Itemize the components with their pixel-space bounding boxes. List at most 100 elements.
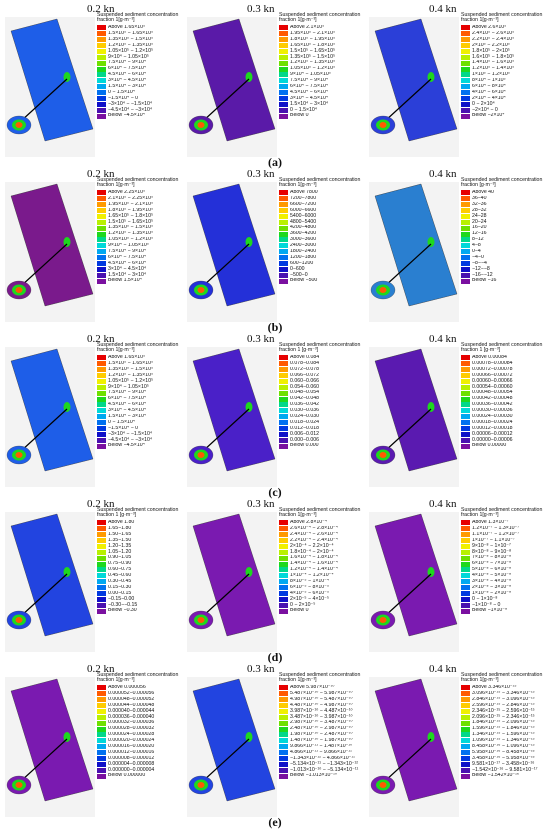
domain-polygon	[10, 183, 94, 307]
domain-polygon	[10, 18, 94, 142]
legend-item-label: Below 0.000000	[108, 773, 146, 779]
legend-swatch	[97, 43, 106, 49]
legend-item: Below −500	[279, 278, 365, 284]
plume-marker	[63, 402, 71, 412]
legend-items: Above 1.65×10⁵ 1.5×10⁵ − 1.65×10⁵ 1.35×10⁵…	[97, 25, 183, 119]
legend-swatch	[279, 437, 288, 443]
legend-item-label: 32−36	[472, 201, 487, 207]
plume-marker	[427, 567, 435, 577]
legend-item-label: Above 7800	[290, 189, 318, 196]
zoom-connector	[20, 78, 68, 122]
legend-item: 1.05×10⁵ − 1.2×10⁵	[97, 237, 183, 243]
legend-item: 6×10⁴ − 8×10⁴	[461, 84, 547, 90]
legend-item-label: 1.2×10⁻⁷ − 1.3×10⁻⁷	[472, 525, 520, 532]
legend-item: 0.00012−0.00018	[461, 426, 547, 432]
concentration-map	[5, 512, 95, 652]
legend-swatch	[97, 225, 106, 231]
figure-row: 0.2 kn Suspended sediment concentration f…	[0, 498, 550, 666]
legend-swatch	[279, 773, 288, 779]
legend-item: 1.5×10⁵ − 1.65×10⁵	[279, 48, 365, 54]
panel: 0.4 kn Suspended sediment concentration f…	[369, 663, 549, 818]
legend-swatch	[97, 243, 106, 249]
legend-swatch	[97, 426, 106, 432]
legend-swatch	[461, 596, 470, 602]
legend-item: 1800−2400	[279, 249, 365, 255]
legend-item-label: 2.487×10⁻¹⁰ − 2.987×10⁻¹⁰	[290, 726, 353, 732]
legend-item: 1.35×10⁵ − 1.5×10⁵	[279, 54, 365, 60]
panel: 0.3 kn Suspended sediment concentration f…	[187, 3, 367, 158]
legend-item-label: 1×10⁻⁷ − 1.1×10⁻⁷	[472, 537, 515, 543]
legend: Suspended sediment concentration fractio…	[461, 672, 547, 779]
legend-item: 0.00078−0.00084	[461, 361, 547, 367]
panel: 0.2 kn Suspended sediment concentration f…	[5, 333, 185, 488]
legend-item: 0.042−0.048	[279, 396, 365, 402]
legend-item-label: 1200−1800	[290, 254, 317, 260]
concentration-map	[369, 347, 459, 487]
legend-title: Suspended sediment concentration fractio…	[279, 507, 361, 519]
legend-item-label: 0.00012−0.00018	[472, 425, 513, 431]
legend-item: 6×10⁴ − 7.5×10⁴	[97, 396, 183, 402]
legend-items: Above 1.80 1.65−1.80 1.50−1.65 1.35−1.50 1.2…	[97, 520, 183, 614]
legend-swatch	[461, 543, 470, 549]
legend-swatch	[279, 237, 288, 243]
legend-item-label: −1.542×10⁻¹⁶ − 9.581×10⁻¹⁷	[472, 767, 538, 773]
legend-item-label: Below 0.000	[290, 443, 319, 449]
legend-item-label: 0.30−0.45	[108, 578, 132, 585]
legend-swatch	[97, 249, 106, 255]
legend-item: 2.2×10⁵ − 2.4×10⁵	[461, 37, 547, 43]
legend-swatch	[97, 196, 106, 202]
legend-item-label: 1.8×10⁵ − 2×10⁵	[472, 48, 510, 54]
legend-swatch	[279, 756, 288, 762]
legend-item-label: 0−600	[290, 266, 305, 272]
legend-item: 2.846×10⁻¹⁵ − 3.096×10⁻¹⁵	[461, 697, 547, 703]
legend-item: Below −2×10⁴	[461, 113, 547, 119]
legend-swatch	[279, 96, 288, 102]
inset-plume-core	[15, 617, 23, 623]
legend-swatch	[461, 378, 470, 384]
legend-item: 1.8×10⁻⁴ − 2×10⁻⁴	[279, 549, 365, 555]
legend-item-label: 7×10⁻⁸ − 8×10⁻⁸	[472, 555, 512, 561]
legend-item: 3×10⁴ − 4.5×10⁴	[279, 96, 365, 102]
legend-swatch	[279, 101, 288, 107]
legend-item-label: Above 0.084	[290, 354, 320, 361]
legend-swatch	[461, 756, 470, 762]
legend-item-label: 1.05×10⁵ − 1.2×10⁵	[108, 48, 154, 54]
legend-item-label: 5.487×10⁻¹⁰ − 5.987×10⁻¹⁰	[290, 690, 353, 697]
legend-swatch	[461, 602, 470, 608]
legend-item: Below 0	[279, 113, 365, 119]
legend-swatch	[461, 90, 470, 96]
legend-swatch	[279, 532, 288, 538]
legend-item-label: Below −2×10⁴	[472, 113, 505, 119]
zoom-connector	[20, 573, 68, 617]
legend-swatch	[461, 402, 470, 408]
legend-item: 0.00066−0.00072	[461, 373, 547, 379]
legend-item-label: 0 − 1.5×10⁴	[108, 89, 136, 95]
legend-swatch	[279, 261, 288, 267]
legend: Suspended sediment concentration fractio…	[461, 12, 547, 119]
legend-item-label: 5×10⁻⁸ − 6×10⁻⁸	[472, 567, 512, 573]
legend-swatch	[461, 703, 470, 709]
legend-item-label: 1.35×10⁵ − 1.5×10⁵	[108, 366, 154, 372]
legend-swatch	[279, 561, 288, 567]
legend-swatch	[97, 48, 106, 54]
legend-swatch	[461, 249, 470, 255]
legend-item: 1.1×10⁻⁷ − 1.2×10⁻⁷	[461, 532, 547, 538]
legend-item-label: 0.000048−0.000052	[108, 696, 155, 702]
concentration-map	[369, 512, 459, 652]
legend-item: 0 − 2×10⁻⁵	[279, 602, 365, 608]
row-label: (e)	[268, 815, 282, 829]
legend-item: −3×10⁴ − −1.5×10⁴	[97, 101, 183, 107]
legend-item-label: 9.866×10⁻¹¹ − 1.487×10⁻¹⁰	[290, 743, 353, 750]
legend-item-label: −0.15−0.00	[108, 596, 135, 602]
legend-swatch	[97, 107, 106, 113]
concentration-map	[187, 347, 277, 487]
inset-plume-core	[197, 287, 205, 293]
legend-swatch	[97, 608, 106, 614]
legend-item-label: 0.45−0.60	[108, 572, 132, 579]
legend-swatch	[97, 420, 106, 426]
legend: Suspended sediment concentration fractio…	[97, 12, 183, 119]
legend-item: 4.5×10⁴ − 6×10⁴	[97, 72, 183, 78]
legend-item-label: 0.060−0.066	[290, 378, 319, 384]
legend-item-label: Above 1.3×10⁻⁷	[472, 519, 509, 526]
domain-polygon	[192, 18, 276, 142]
